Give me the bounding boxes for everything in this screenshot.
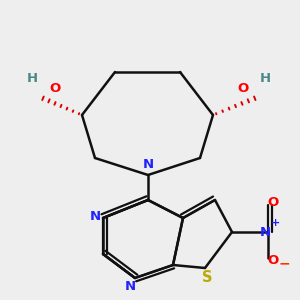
Text: +: + [272, 218, 280, 228]
Text: O: O [267, 196, 279, 209]
Text: N: N [124, 280, 136, 293]
Text: N: N [142, 158, 154, 172]
Text: O: O [267, 254, 279, 266]
Text: H: H [26, 71, 38, 85]
Text: H: H [260, 71, 271, 85]
Text: −: − [278, 256, 290, 270]
Text: O: O [237, 82, 249, 94]
Text: O: O [50, 82, 61, 94]
Text: S: S [202, 271, 212, 286]
Text: N: N [89, 209, 100, 223]
Text: N: N [260, 226, 271, 238]
